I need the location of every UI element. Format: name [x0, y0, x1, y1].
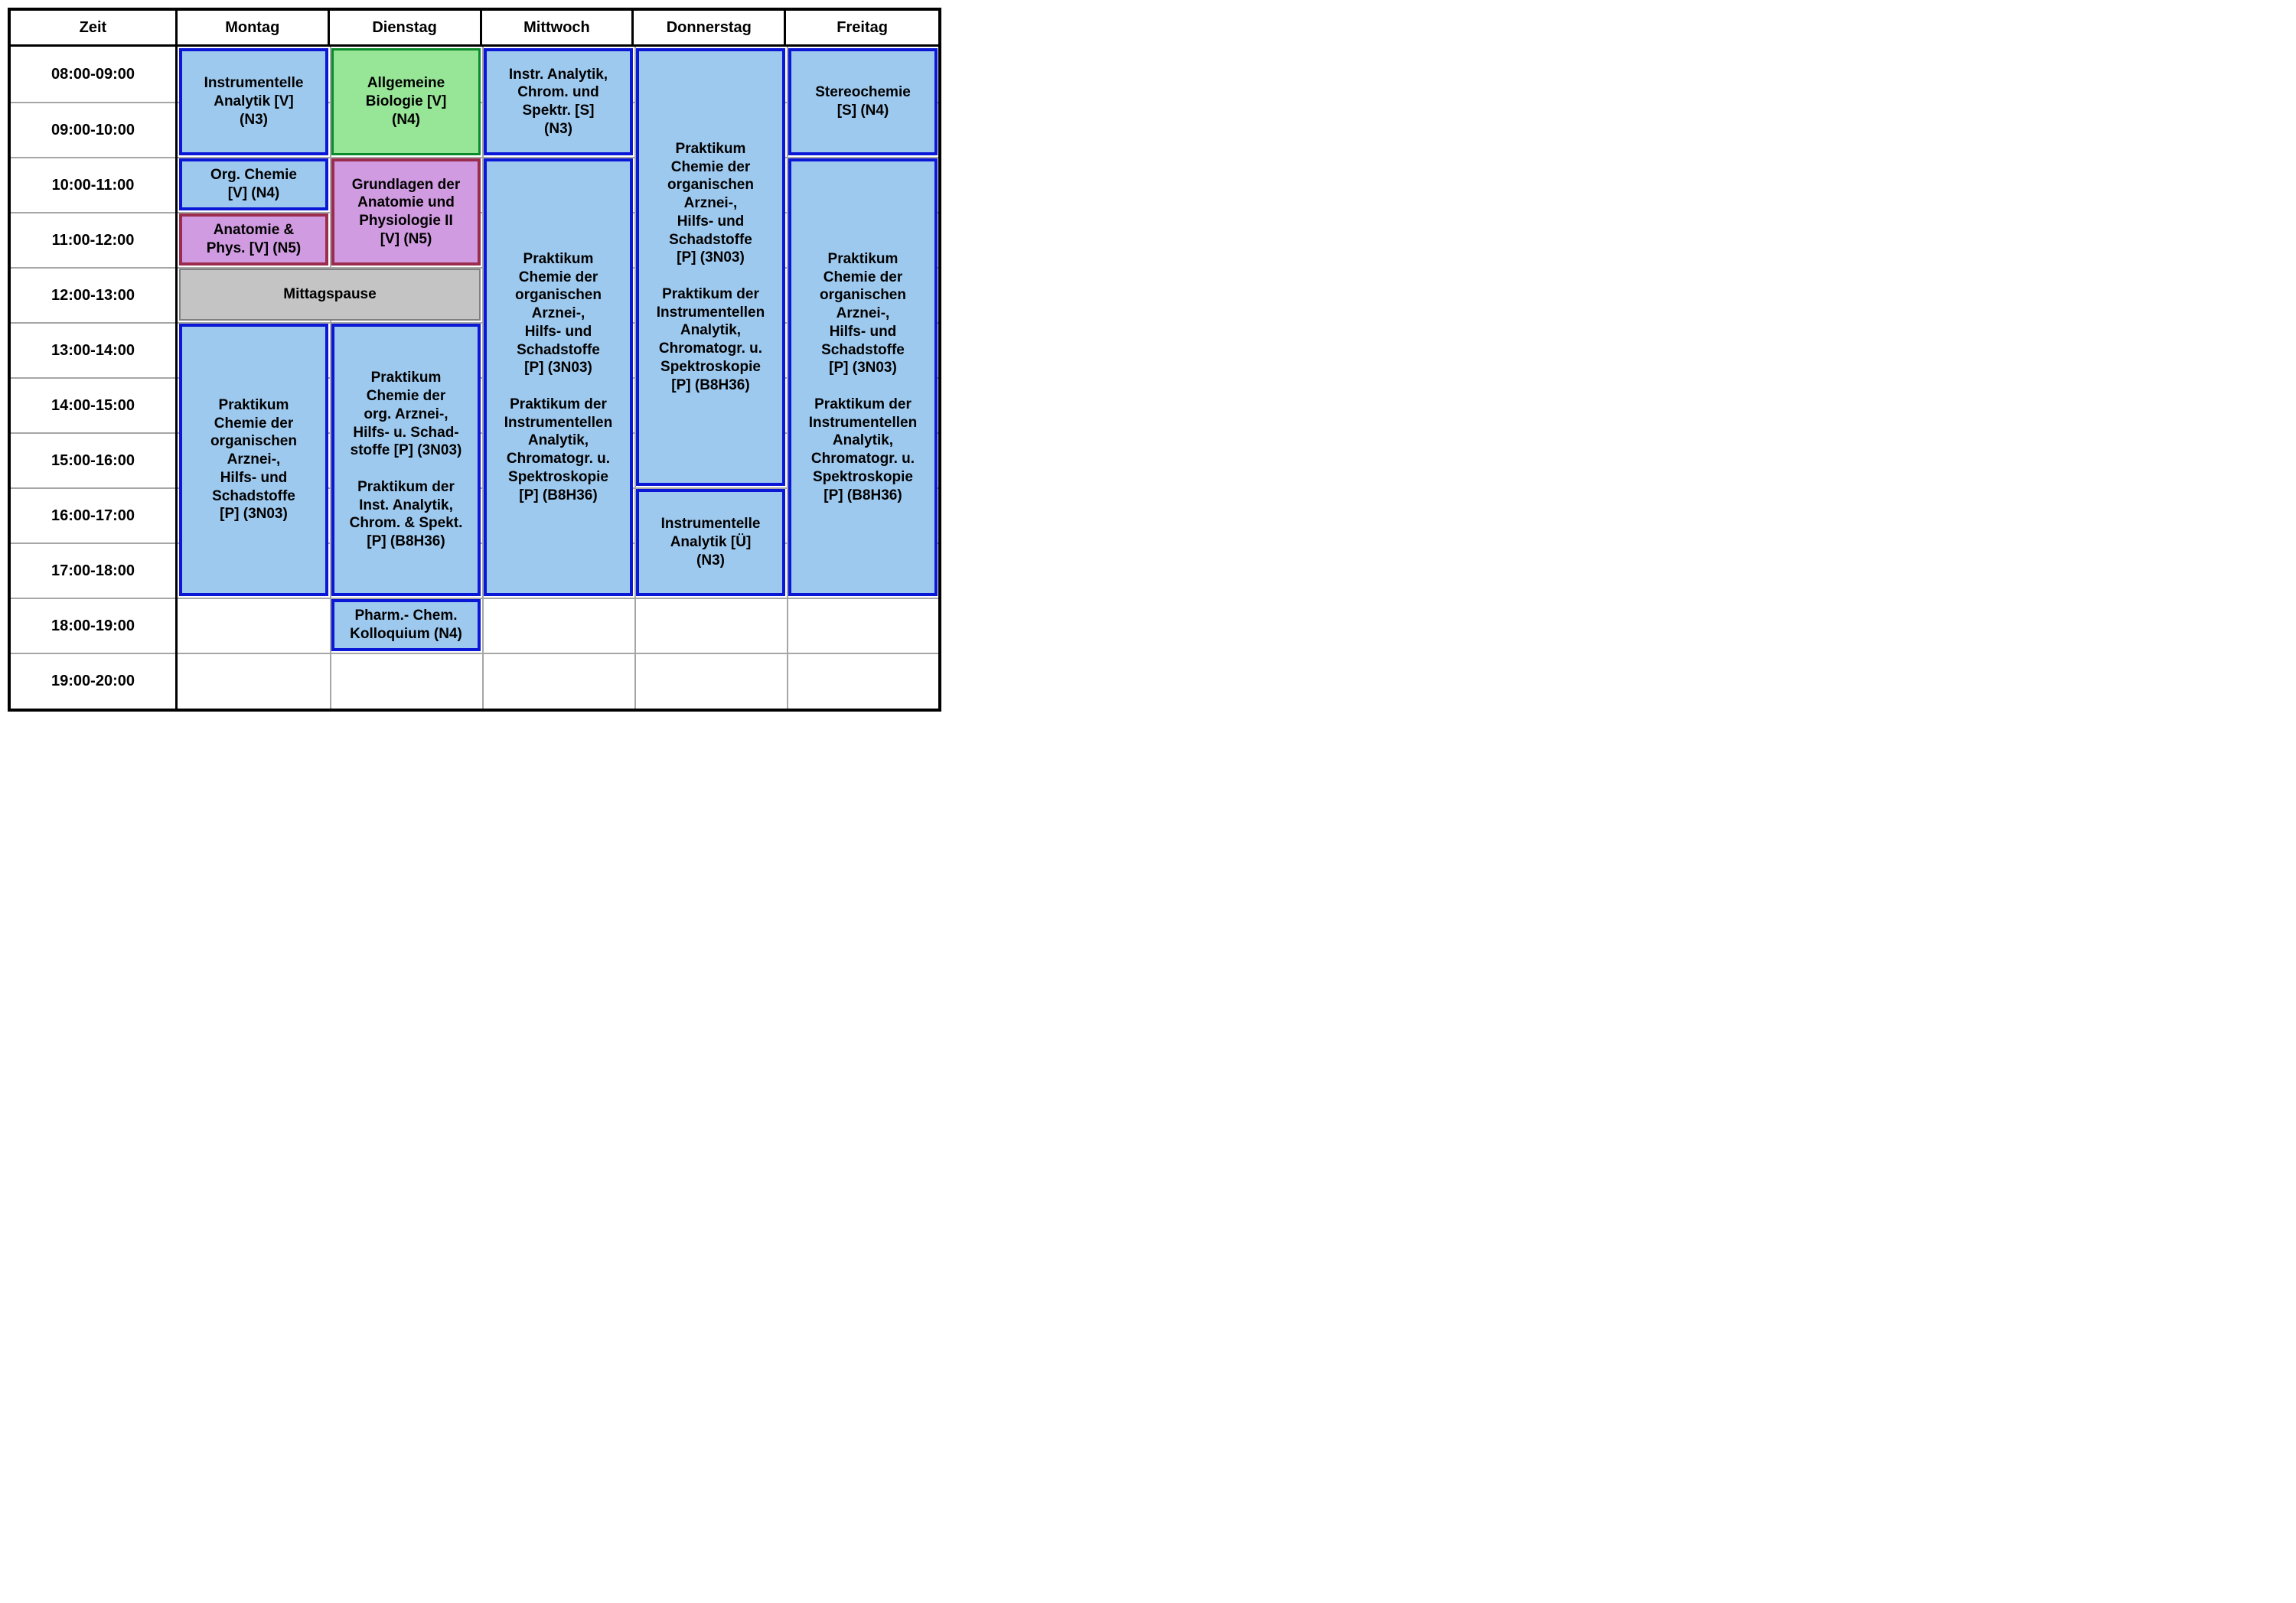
- event-block: Instrumentelle Analytik [Ü] (N3): [636, 489, 785, 596]
- event-block: Allgemeine Biologie [V] (N4): [331, 48, 481, 155]
- time-slot: 12:00-13:00: [11, 267, 175, 322]
- header-day-0: Montag: [178, 11, 330, 44]
- time-slot: 10:00-11:00: [11, 157, 175, 212]
- time-slot: 15:00-16:00: [11, 432, 175, 487]
- event-block: Praktikum Chemie der organischen Arznei-…: [484, 158, 633, 596]
- time-slot: 11:00-12:00: [11, 212, 175, 267]
- header-day-1: Dienstag: [330, 11, 482, 44]
- time-slot: 08:00-09:00: [11, 47, 175, 102]
- event-block: Praktikum Chemie der organischen Arznei-…: [179, 324, 328, 596]
- time-slot: 17:00-18:00: [11, 542, 175, 598]
- time-slot: 16:00-17:00: [11, 487, 175, 542]
- time-slot: 09:00-10:00: [11, 102, 175, 157]
- event-block: Praktikum Chemie der org. Arznei-, Hilfs…: [331, 324, 481, 596]
- header-day-3: Donnerstag: [634, 11, 786, 44]
- header-row: Zeit Montag Dienstag Mittwoch Donnerstag…: [11, 11, 938, 47]
- event-block: Anatomie & Phys. [V] (N5): [179, 213, 328, 266]
- event-block: Praktikum Chemie der organischen Arznei-…: [636, 48, 785, 486]
- time-slot: 18:00-19:00: [11, 598, 175, 653]
- event-block: Instrumentelle Analytik [V] (N3): [179, 48, 328, 155]
- event-block: Instr. Analytik, Chrom. und Spektr. [S] …: [484, 48, 633, 155]
- schedule-body: 08:00-09:0009:00-10:0010:00-11:0011:00-1…: [11, 47, 938, 709]
- event-block: Org. Chemie [V] (N4): [179, 158, 328, 210]
- time-slot: 19:00-20:00: [11, 653, 175, 708]
- grid-line: [178, 653, 938, 654]
- event-block: Stereochemie [S] (N4): [788, 48, 938, 155]
- event-block: Pharm.- Chem. Kolloquium (N4): [331, 599, 481, 651]
- header-time: Zeit: [11, 11, 178, 44]
- event-block: Grundlagen der Anatomie und Physiologie …: [331, 158, 481, 266]
- header-day-2: Mittwoch: [482, 11, 634, 44]
- event-block: Praktikum Chemie der organischen Arznei-…: [788, 158, 938, 596]
- time-slot: 13:00-14:00: [11, 322, 175, 377]
- grid-line: [178, 598, 938, 599]
- time-slot: 14:00-15:00: [11, 377, 175, 432]
- header-day-4: Freitag: [786, 11, 938, 44]
- time-column: 08:00-09:0009:00-10:0010:00-11:0011:00-1…: [11, 47, 178, 709]
- event-block: Mittagspause: [179, 269, 481, 321]
- schedule-table: Zeit Montag Dienstag Mittwoch Donnerstag…: [8, 8, 941, 712]
